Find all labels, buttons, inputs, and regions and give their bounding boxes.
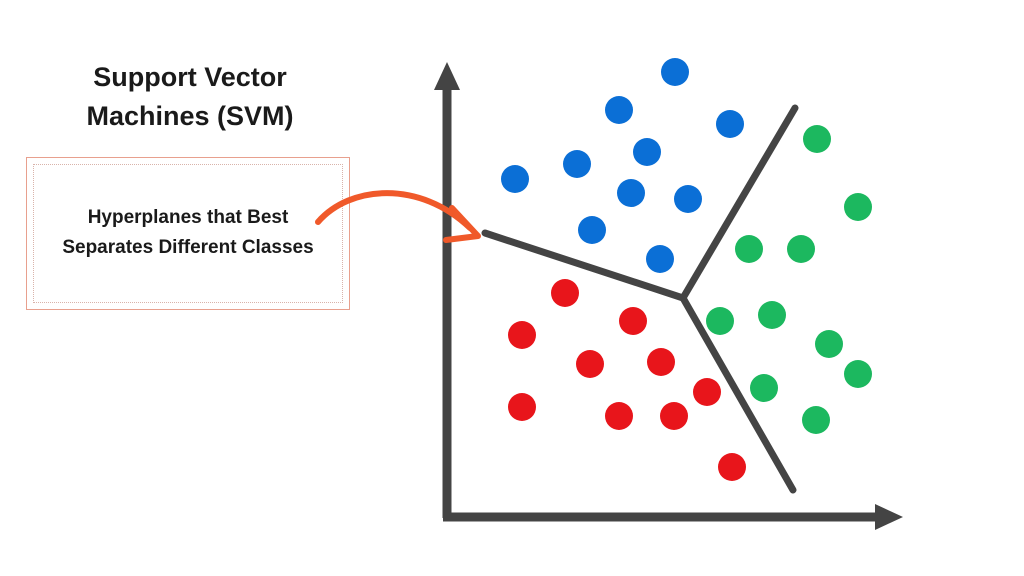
title-line-2: Machines (SVM) [86,101,294,131]
axes [434,62,903,530]
blue-point [633,138,661,166]
arrowhead [443,205,481,243]
blue-point [716,110,744,138]
callout-line-2: Separates Different Classes [62,237,314,258]
green-point [758,301,786,329]
hyperplane-line-3 [679,294,797,494]
green-point [844,193,872,221]
red-point [718,453,746,481]
callout-text: Hyperplanes that Best Separates Differen… [27,203,349,263]
red-point [647,348,675,376]
callout-line-1: Hyperplanes that Best [87,207,289,228]
callout-box-inner-border [33,164,343,303]
red-point [508,321,536,349]
hyperplane-line-1 [481,229,687,302]
green-point [706,307,734,335]
blue-point [674,185,702,213]
data-points [501,58,872,481]
blue-point [661,58,689,86]
red-point [576,350,604,378]
green-point [844,360,872,388]
green-point [802,406,830,434]
blue-point [501,165,529,193]
red-point [605,402,633,430]
green-point [815,330,843,358]
green-point [787,235,815,263]
green-point [750,374,778,402]
hyperplanes [481,104,799,494]
title-line-1: Support Vector [93,62,287,92]
hyperplane-line-2 [679,104,799,302]
callout-box: Hyperplanes that Best Separates Differen… [26,157,350,310]
green-point [735,235,763,263]
callout-arrow [315,190,481,243]
blue-point [646,245,674,273]
green-point [803,125,831,153]
red-point [551,279,579,307]
y-axis-arrowhead [434,62,460,90]
red-point [660,402,688,430]
x-axis-arrowhead [875,504,903,530]
blue-point [617,179,645,207]
red-point [693,378,721,406]
blue-point [578,216,606,244]
red-point [508,393,536,421]
arrow-curve [315,190,473,231]
red-point [619,307,647,335]
blue-point [605,96,633,124]
diagram-title: Support Vector Machines (SVM) [60,58,320,136]
blue-point [563,150,591,178]
